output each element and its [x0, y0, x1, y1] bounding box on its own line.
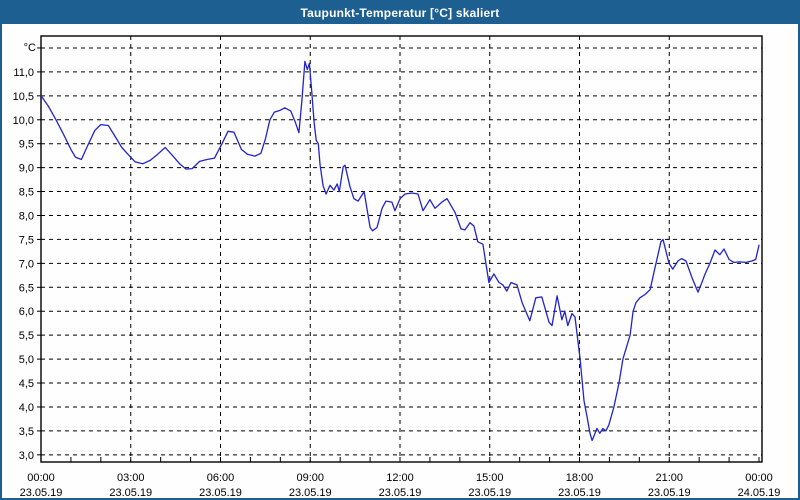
y-tick-label: 3,5 [19, 426, 34, 438]
x-tick-time-label: 09:00 [296, 472, 324, 484]
x-tick-date-label: 23.05.19 [648, 487, 691, 499]
x-tick-time-label: 12:00 [386, 472, 414, 484]
x-tick-date-label: 23.05.19 [199, 487, 242, 499]
y-tick-label: 5,5 [19, 330, 34, 342]
y-tick-label: 9,0 [19, 163, 34, 175]
x-tick-time-label: 06:00 [207, 472, 235, 484]
plot-border [40, 35, 763, 463]
x-tick-date-label: 24.05.19 [738, 487, 781, 499]
x-tick-date-label: 23.05.19 [109, 487, 152, 499]
y-tick-label: 6,0 [19, 306, 34, 318]
x-tick-date-label: 23.05.19 [468, 487, 511, 499]
y-tick-label: 10,5 [13, 91, 34, 103]
x-tick-time-label: 21:00 [655, 472, 683, 484]
y-tick-label: 10,0 [13, 115, 34, 127]
x-tick-time-label: 18:00 [566, 472, 594, 484]
x-tick-date-label: 23.05.19 [379, 487, 422, 499]
y-tick-label: 7,5 [19, 234, 34, 246]
y-tick-label: 7,0 [19, 258, 34, 270]
y-tick-label: 8,5 [19, 187, 34, 199]
y-tick-label: 6,5 [19, 282, 34, 294]
y-tick-label: 4,0 [19, 402, 34, 414]
y-tick-label: 8,0 [19, 210, 34, 222]
x-tick-date-label: 23.05.19 [20, 487, 63, 499]
x-tick-date-label: 23.05.19 [558, 487, 601, 499]
dewpoint-line-chart: 11,0 10,5 10,0 9,5 9,0 8,5 8,0 7,5 7,0 6,5 6,0 5,5 5… [13, 35, 781, 499]
window-titlebar: Taupunkt-Temperatur [°C] skaliert [2, 2, 798, 24]
y-tick-label: 11,0 [13, 67, 34, 79]
y-tick-label: 3,0 [19, 450, 34, 462]
x-tick-time-label: 03:00 [117, 472, 145, 484]
y-tick-label: 4,5 [19, 378, 34, 390]
x-tick-time-label: 15:00 [476, 472, 504, 484]
x-tick-date-label: 23.05.19 [289, 487, 332, 499]
x-tick-time-label: 00:00 [27, 472, 55, 484]
y-tick-label: 9,5 [19, 139, 34, 151]
y-tick-label: 5,0 [19, 354, 34, 366]
x-tick-time-label: 00:00 [745, 472, 773, 484]
window-title: Taupunkt-Temperatur [°C] skaliert [300, 6, 500, 20]
y-axis-unit-label: °C [24, 42, 36, 54]
series-line-taupunkt-temperatur [40, 60, 760, 442]
